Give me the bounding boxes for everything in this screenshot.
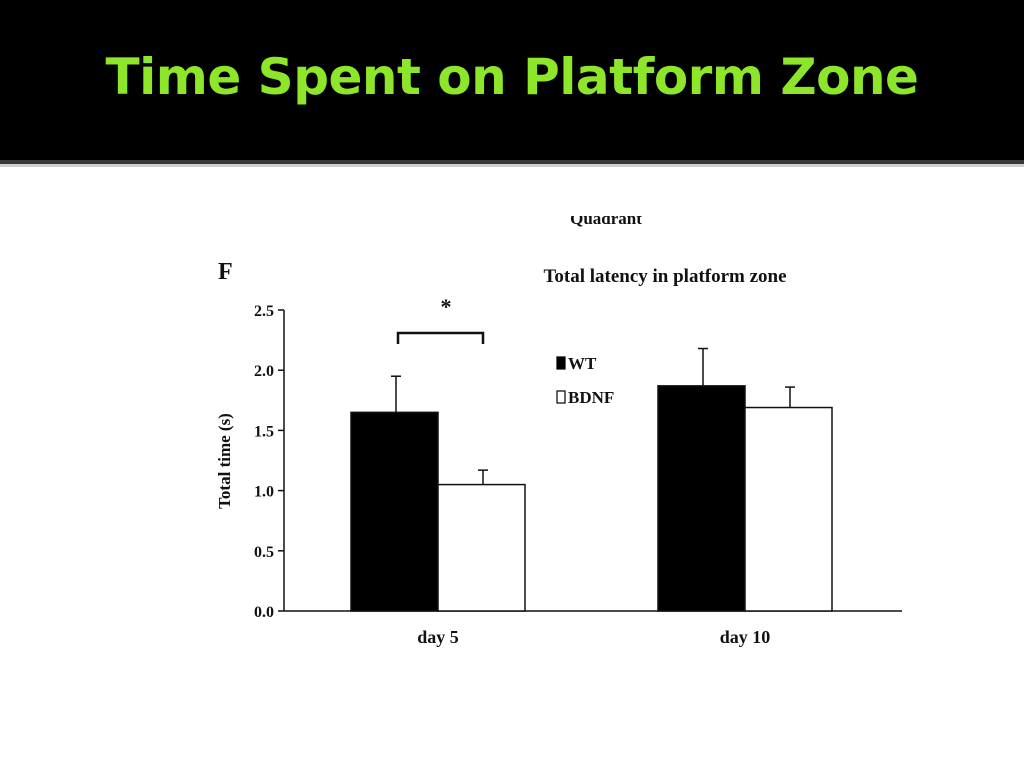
x-ticks: day 5 day 10: [417, 627, 770, 647]
y-tick-label: 2.5: [254, 303, 274, 320]
bar-bdnf-day-5: [437, 483, 526, 612]
y-axis-label: Total time (s): [215, 413, 234, 509]
legend-label-bdnf: BDNF: [568, 388, 614, 407]
y-tick-label: 1.0: [254, 484, 274, 501]
bar-bdnf-day-10: [744, 406, 833, 612]
legend-label-wt: WT: [568, 354, 597, 373]
bars: [350, 347, 833, 612]
legend: WT BDNF: [556, 354, 614, 407]
bar-wt-day-5: [350, 411, 439, 612]
x-tick-label: day 5: [417, 627, 459, 647]
slide-title: Time Spent on Platform Zone: [105, 48, 919, 106]
significance-bracket: [396, 331, 485, 344]
y-tick-label: 2.0: [254, 363, 274, 380]
legend-swatch-wt: [556, 356, 566, 370]
cropped-panel-text: Quadrant: [570, 209, 642, 228]
panel-label: F: [218, 259, 233, 285]
bar-wt-day-10: [657, 385, 746, 612]
x-tick-label: day 10: [720, 627, 771, 647]
significance-star: *: [441, 294, 452, 319]
header-divider: [0, 160, 1024, 164]
y-tick-label: 0.5: [254, 544, 274, 561]
legend-swatch-bdnf: [556, 390, 566, 404]
header-divider-shadow: [0, 164, 1024, 167]
y-tick-label: 0.0: [254, 604, 274, 621]
slide-header: [0, 0, 1024, 160]
y-ticks: 0.0 0.5 1.0 1.5 2.0 2.5: [254, 303, 284, 621]
y-tick-label: 1.5: [254, 423, 274, 440]
chart-title: Total latency in platform zone: [543, 266, 786, 287]
